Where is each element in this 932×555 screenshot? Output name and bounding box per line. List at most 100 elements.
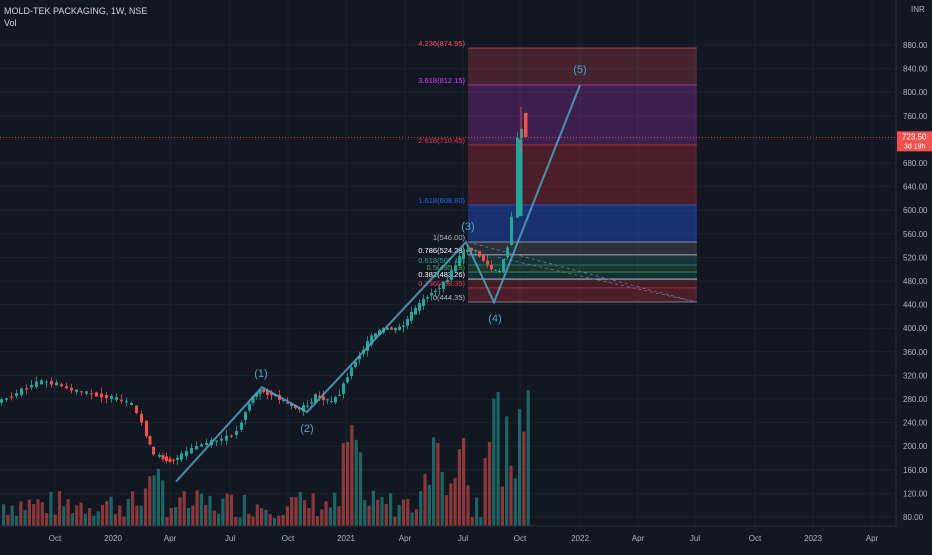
volume-bar — [79, 502, 83, 526]
candle-body — [125, 401, 128, 403]
fib-level-label: 0.618(507.10) — [418, 256, 465, 265]
elliott-wave-drawing[interactable]: (1) (2) (3) (4) (5) — [175, 64, 587, 483]
volume-bar — [255, 504, 259, 526]
candle-body — [294, 405, 297, 409]
candle-body — [318, 396, 321, 398]
volume-bar — [247, 513, 251, 526]
candle-body — [168, 458, 172, 462]
volume-bar — [118, 505, 122, 526]
volume-bar — [449, 483, 453, 526]
candle-body — [398, 326, 401, 331]
volume-bar — [53, 514, 57, 526]
volume-bar — [432, 437, 436, 526]
wave-label-3: (3) — [461, 221, 474, 233]
volume-indicator-label[interactable]: Vol — [4, 18, 17, 28]
currency-label: INR — [911, 5, 925, 14]
candle-body — [434, 290, 437, 292]
volume-bar — [242, 494, 246, 526]
volume-bar — [487, 441, 492, 526]
price-tick-label: 760.00 — [903, 112, 928, 121]
volume-bar — [221, 498, 225, 526]
candle-body — [502, 259, 505, 272]
volume-bar — [40, 502, 44, 526]
volume-bar — [88, 508, 92, 526]
candle-body — [152, 446, 155, 455]
price-tick-label: 480.00 — [903, 277, 928, 286]
volume-bar — [376, 499, 380, 526]
volume-bar — [161, 480, 165, 526]
price-axis[interactable]: INR880.00840.00800.00760.00720.00680.006… — [895, 0, 932, 526]
volume-bar — [135, 505, 139, 526]
candle-body — [0, 399, 3, 403]
volume-bar — [100, 504, 105, 526]
volume-bar — [389, 493, 393, 526]
volume-bar — [83, 513, 87, 526]
fib-trend-line — [497, 257, 698, 303]
candle-body — [100, 393, 103, 398]
volume-bar — [234, 516, 238, 526]
candle-body — [462, 251, 465, 259]
time-tick-label: Oct — [749, 534, 762, 543]
candle-body — [172, 459, 175, 461]
volume-bar — [229, 494, 234, 526]
volume-bar — [70, 513, 74, 526]
time-tick-label: Jul — [458, 534, 468, 543]
volume-bar — [414, 509, 418, 526]
candle-body — [342, 383, 345, 394]
candle-body — [358, 356, 361, 360]
time-tick-label: Oct — [282, 534, 295, 543]
candle-body — [314, 394, 317, 403]
symbol-title[interactable]: MOLD-TEK PACKAGING, 1W, NSE — [4, 6, 148, 16]
volume-bar — [272, 517, 277, 526]
fib-level-label: 1.618(608.80) — [418, 196, 465, 205]
volume-bar — [212, 510, 216, 526]
price-tick-label: 160.00 — [903, 466, 928, 475]
candle-body — [130, 402, 133, 405]
volume-bar — [225, 493, 229, 526]
candle-body — [262, 389, 265, 393]
candle-body — [410, 311, 413, 321]
volume-bar — [113, 514, 117, 526]
volume-bar — [105, 501, 109, 526]
fib-level-label: 0.382(483.26) — [418, 270, 465, 279]
volume-bar — [324, 501, 328, 526]
candle-body — [240, 422, 243, 430]
candle-body — [95, 392, 98, 397]
volume-bar — [423, 473, 427, 526]
volume-bar — [320, 509, 324, 526]
candle-body — [446, 280, 449, 282]
candle-body — [80, 391, 83, 393]
volume-bar — [419, 491, 423, 526]
candle-body — [195, 446, 198, 450]
volume-bar — [66, 499, 70, 526]
candle-body — [490, 264, 493, 270]
candle-body — [426, 297, 429, 299]
volume-bar — [27, 499, 31, 526]
candle-body — [418, 303, 421, 311]
volume-bar — [363, 500, 367, 526]
candle-body — [140, 413, 143, 423]
candle-body — [115, 397, 118, 400]
volume-bar — [522, 431, 526, 526]
candle-body — [442, 281, 445, 289]
volume-bar — [303, 500, 307, 526]
fib-extension-tool[interactable]: 4.236(874.95) 3.618(812.15) 2.618(710.45) 1… — [418, 39, 698, 303]
candle-body — [519, 139, 523, 217]
candle-body — [326, 399, 329, 401]
time-axis[interactable]: Oct 2020 Apr Jul Oct 2021 Apr Jul Oct 2022 Apr Jul O… — [0, 525, 896, 543]
candle-body — [161, 455, 165, 460]
fib-level-label: 0(444.35) — [433, 293, 466, 302]
price-tick-label: 640.00 — [903, 183, 928, 192]
candle-body — [65, 386, 68, 389]
candle-body — [200, 444, 203, 447]
volume-bar — [505, 416, 509, 526]
volume-bar — [307, 507, 311, 526]
fib-level-label: 3.618(812.15) — [418, 76, 465, 85]
candle-body — [516, 137, 519, 218]
candle-body — [145, 420, 148, 437]
price-tick-label: 840.00 — [903, 65, 928, 74]
volume-bar — [109, 496, 113, 526]
volume-bar — [440, 471, 444, 526]
